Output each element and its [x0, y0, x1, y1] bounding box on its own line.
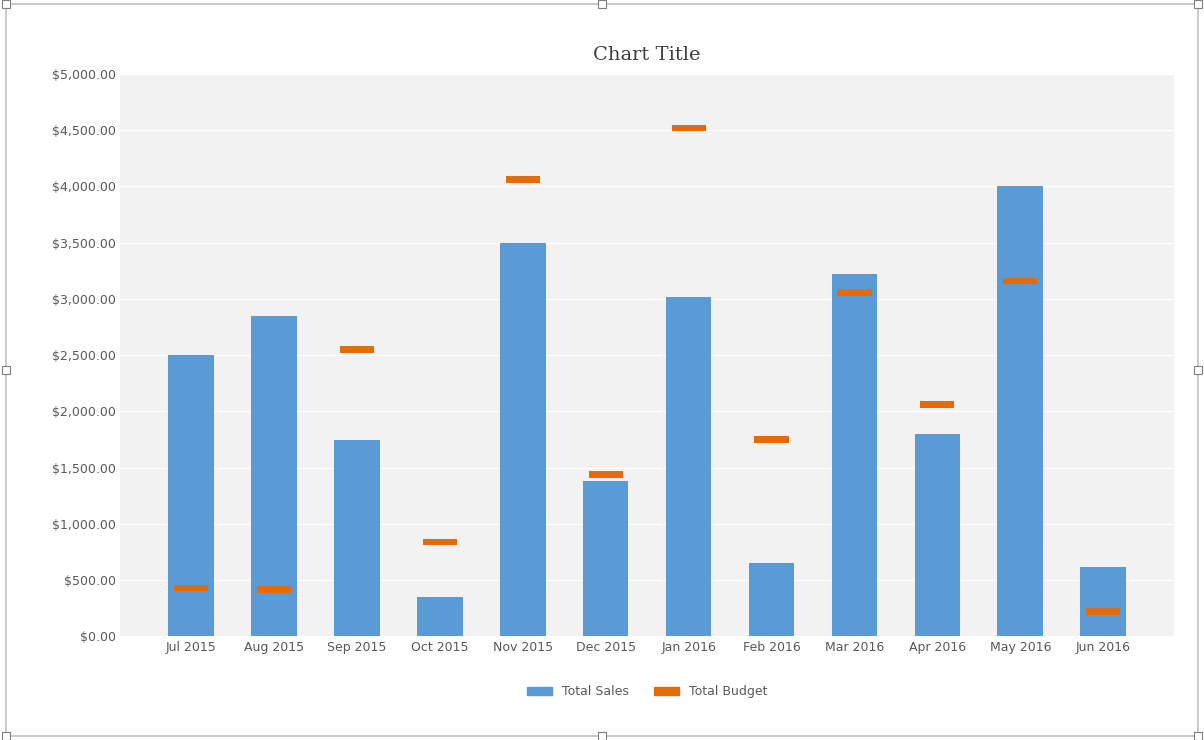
- Bar: [832, 275, 878, 636]
- Bar: [340, 346, 374, 353]
- Bar: [256, 586, 291, 593]
- Bar: [506, 176, 539, 183]
- Title: Chart Title: Chart Title: [594, 46, 701, 64]
- Bar: [997, 186, 1043, 636]
- Legend: Total Sales, Total Budget: Total Sales, Total Budget: [523, 680, 772, 703]
- Bar: [755, 436, 789, 443]
- Bar: [749, 563, 795, 636]
- Bar: [1003, 278, 1038, 284]
- Bar: [500, 243, 545, 636]
- Bar: [583, 481, 628, 636]
- Bar: [335, 440, 379, 636]
- Bar: [920, 401, 955, 408]
- Bar: [1086, 608, 1120, 615]
- Bar: [252, 316, 297, 636]
- Bar: [175, 585, 208, 591]
- Bar: [672, 124, 706, 132]
- Bar: [915, 434, 960, 636]
- Bar: [423, 539, 458, 545]
- Bar: [589, 471, 622, 478]
- Bar: [666, 297, 712, 636]
- Bar: [837, 289, 872, 295]
- Bar: [417, 597, 462, 636]
- Bar: [1080, 567, 1126, 636]
- Bar: [169, 355, 214, 636]
